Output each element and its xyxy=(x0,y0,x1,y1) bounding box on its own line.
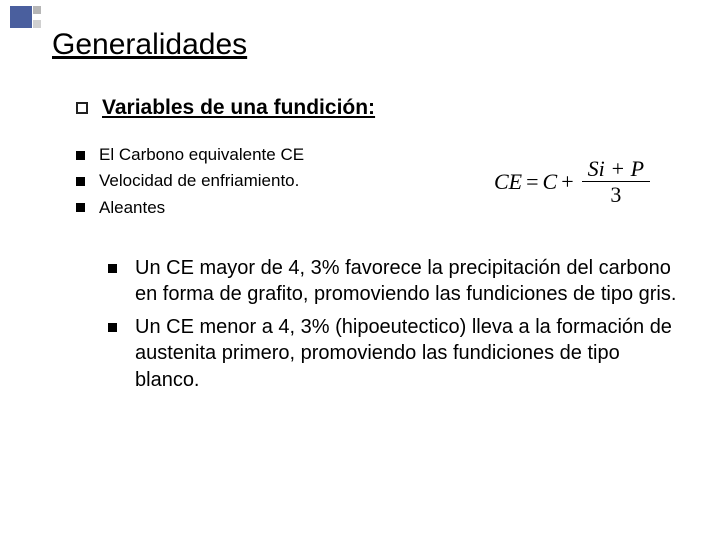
ce-formula: CE = C + Si + P 3 xyxy=(472,156,692,208)
formula-eq: = xyxy=(526,169,538,195)
filled-square-bullet-icon xyxy=(76,151,85,160)
notes-list: Un CE mayor de 4, 3% favorece la precipi… xyxy=(108,255,684,393)
list-item: El Carbono equivalente CE xyxy=(76,142,304,168)
slide-body: Generalidades Variables de una fundición… xyxy=(0,0,720,393)
variables-list: El Carbono equivalente CE Velocidad de e… xyxy=(76,142,304,221)
list-item-text: Velocidad de enfriamiento. xyxy=(99,168,299,194)
filled-square-bullet-icon xyxy=(108,323,117,332)
middle-row: El Carbono equivalente CE Velocidad de e… xyxy=(76,142,692,221)
filled-square-bullet-icon xyxy=(108,264,117,273)
list-item-text: Aleantes xyxy=(99,195,165,221)
list-item-text: El Carbono equivalente CE xyxy=(99,142,304,168)
list-item: Velocidad de enfriamiento. xyxy=(76,168,304,194)
filled-square-bullet-icon xyxy=(76,203,85,212)
accent-square xyxy=(10,6,32,28)
formula-denominator: 3 xyxy=(604,182,627,207)
formula-fraction: Si + P 3 xyxy=(582,156,650,208)
hollow-square-bullet-icon xyxy=(76,102,88,114)
slide-title: Generalidades xyxy=(52,28,692,62)
subtitle-text: Variables de una fundición: xyxy=(102,96,375,120)
formula-plus: + xyxy=(561,169,573,195)
list-item: Un CE menor a 4, 3% (hipoeutectico) llev… xyxy=(108,314,684,393)
list-item-text: Un CE mayor de 4, 3% favorece la precipi… xyxy=(135,255,684,308)
filled-square-bullet-icon xyxy=(76,177,85,186)
small-square-2 xyxy=(33,20,41,28)
list-item: Aleantes xyxy=(76,195,304,221)
formula-numerator: Si + P xyxy=(582,156,650,182)
list-item: Un CE mayor de 4, 3% favorece la precipi… xyxy=(108,255,684,308)
formula-term1: C xyxy=(543,169,558,195)
small-square-1 xyxy=(33,6,41,14)
formula-lhs: CE xyxy=(494,169,522,195)
list-item-text: Un CE menor a 4, 3% (hipoeutectico) llev… xyxy=(135,314,684,393)
subtitle-row: Variables de una fundición: xyxy=(76,96,692,120)
